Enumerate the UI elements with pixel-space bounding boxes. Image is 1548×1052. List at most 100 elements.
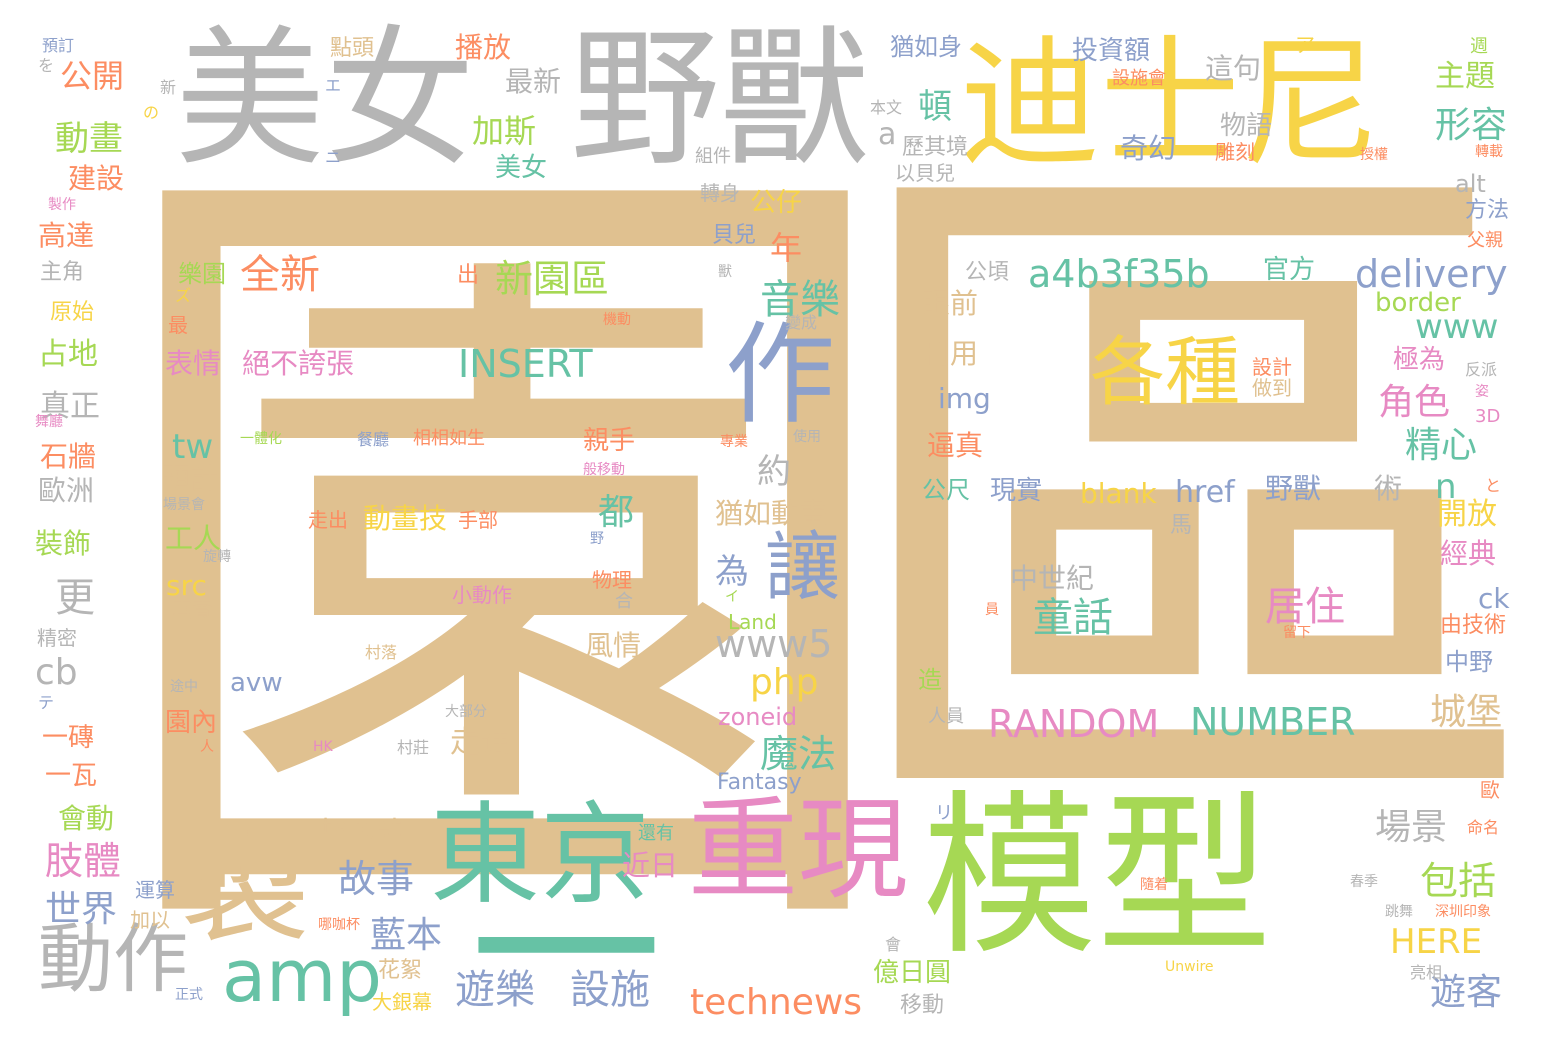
word-cloud-word: 作 xyxy=(725,311,835,439)
word-cloud-word: 奇幻 xyxy=(1120,132,1177,165)
word-cloud-word: 播放 xyxy=(455,31,512,64)
word-cloud-word: 真正 xyxy=(40,389,100,424)
word-cloud-word: 轉身 xyxy=(700,181,740,205)
word-cloud-word: 場景會 xyxy=(163,497,205,513)
word-cloud-word: 小動作 xyxy=(452,583,512,607)
word-cloud-word: n xyxy=(1435,467,1457,507)
word-cloud-word: 音樂 xyxy=(760,277,840,323)
word-cloud-word: 一瓦 xyxy=(45,761,98,791)
word-cloud-word: 角色 xyxy=(1378,382,1451,423)
word-cloud-word: www xyxy=(1415,307,1499,347)
word-cloud-word: Fantasy xyxy=(717,770,802,795)
word-cloud-word: 製 xyxy=(180,809,311,961)
word-cloud-glyph: 獸 xyxy=(718,264,732,280)
word-cloud-word: 猶如動畫 xyxy=(715,497,828,530)
word-cloud-word: 更 xyxy=(55,575,95,621)
word-cloud-word: 歷其境 xyxy=(902,135,969,160)
word-cloud-word: 使用 xyxy=(793,429,821,445)
word-cloud-word: 真實 xyxy=(172,598,212,622)
word-cloud-glyph: 員 xyxy=(985,602,999,618)
word-cloud-word: 約 xyxy=(757,452,791,492)
word-cloud-word: 春季 xyxy=(1350,874,1378,890)
word-cloud-word: 動畫技 xyxy=(363,502,448,535)
word-cloud-word: amp xyxy=(222,934,382,1018)
word-cloud-word: 運算 xyxy=(135,878,175,902)
word-cloud-word: 億日圓 xyxy=(873,958,952,988)
word-cloud-word: 授權 xyxy=(1360,147,1388,163)
word-cloud-word: 這句 xyxy=(1205,52,1262,85)
word-cloud-word: 東京 xyxy=(430,791,650,919)
word-cloud-word: border xyxy=(1375,288,1461,318)
word-cloud-word: php xyxy=(750,662,819,703)
word-cloud-word: 精密 xyxy=(37,626,77,650)
word-cloud-word: src xyxy=(166,569,207,602)
word-cloud-word: 美女 xyxy=(495,153,548,183)
word-cloud-word: 相相如生 xyxy=(413,428,485,449)
word-cloud-word: 舞廳 xyxy=(35,414,63,430)
word-cloud-word: 新 xyxy=(160,78,177,97)
word-cloud-word: 童話 xyxy=(1033,595,1113,641)
word-cloud-word: 方法 xyxy=(1465,198,1510,223)
word-cloud-word: RANDOM xyxy=(988,702,1160,746)
word-cloud-word: 般移動 xyxy=(583,462,625,478)
word-cloud-glyph: 姿 xyxy=(1475,384,1489,400)
word-cloud-word: 一 xyxy=(470,842,662,1052)
word-cloud-word: 魔法 xyxy=(760,732,837,776)
word-cloud-word: 動作 xyxy=(38,915,189,1003)
word-cloud-word: 遊客 xyxy=(1430,972,1503,1013)
word-cloud-word: 物理 xyxy=(592,568,632,592)
word-cloud-word: 旋轉 xyxy=(203,549,231,565)
word-cloud-word: 投資額 xyxy=(1072,36,1151,66)
word-cloud-word: 正式 xyxy=(175,987,203,1003)
word-cloud-word: 父親 xyxy=(1467,230,1503,251)
word-cloud-word: 風情 xyxy=(585,629,642,662)
word-cloud-word: alt xyxy=(1455,170,1486,198)
word-cloud-word: 走出 xyxy=(308,508,348,532)
word-cloud-glyph: テ xyxy=(38,693,55,712)
word-cloud-word: 石牆 xyxy=(40,440,97,473)
word-cloud-word: 設施會 xyxy=(1112,68,1166,89)
word-cloud-word: 主角 xyxy=(40,260,85,285)
word-cloud-word: 讓 xyxy=(765,523,841,611)
word-cloud-word: blank xyxy=(1080,477,1157,510)
word-cloud-word: 餐廳 xyxy=(357,430,390,449)
word-cloud-word: 隨着 xyxy=(1140,877,1168,893)
word-cloud-word: 哪咖杯 xyxy=(318,917,360,933)
word-cloud-word: 術 xyxy=(1374,472,1403,505)
word-cloud-word: Land xyxy=(728,610,777,634)
word-cloud-word: 人 xyxy=(200,739,214,755)
word-cloud-word: 精心 xyxy=(1405,425,1478,466)
word-cloud-word: 遊樂 xyxy=(455,967,535,1013)
word-cloud-word: 城堡 xyxy=(1430,692,1503,733)
word-cloud-word: 中世紀 xyxy=(1010,562,1095,595)
word-cloud-word: 村落 xyxy=(365,643,398,662)
word-cloud-word: www5 xyxy=(715,622,833,666)
word-cloud-word: 公尺 xyxy=(922,476,970,504)
word-cloud-word: 親手 xyxy=(583,426,636,456)
word-cloud-word: 建設 xyxy=(68,162,125,195)
word-cloud-word: 預訂 xyxy=(42,36,75,55)
word-cloud-word: 馬 xyxy=(1170,513,1193,538)
word-cloud-word: 野獸 xyxy=(1265,472,1322,505)
word-cloud-word: 眼前 xyxy=(922,287,979,320)
word-cloud-glyph: の xyxy=(143,103,160,122)
word-cloud-word: 留下 xyxy=(1283,625,1311,641)
word-cloud-word: INSERT xyxy=(458,342,593,386)
word-cloud-glyph: ア xyxy=(1295,33,1315,57)
word-cloud-word: 經典 xyxy=(1440,537,1497,570)
word-cloud-word: 猶如身 xyxy=(890,33,962,61)
word-cloud-word: 為 xyxy=(715,552,749,592)
word-cloud-word: cb xyxy=(35,652,78,693)
word-cloud-word: zoneid xyxy=(718,703,798,731)
word-cloud-word: 故事 xyxy=(338,857,415,901)
word-cloud-word: ck xyxy=(1478,582,1510,615)
word-cloud-word: tw xyxy=(172,427,214,467)
word-cloud-word: 開放 xyxy=(1437,497,1497,532)
word-cloud-word: 區 xyxy=(830,91,1546,925)
word-cloud-word: 人員 xyxy=(928,706,964,727)
word-cloud-word: 命名 xyxy=(1467,818,1500,837)
word-cloud-word: 居住 xyxy=(1265,584,1345,630)
word-cloud-word: 機動 xyxy=(603,312,631,328)
word-cloud-word: 中野 xyxy=(1445,648,1493,676)
